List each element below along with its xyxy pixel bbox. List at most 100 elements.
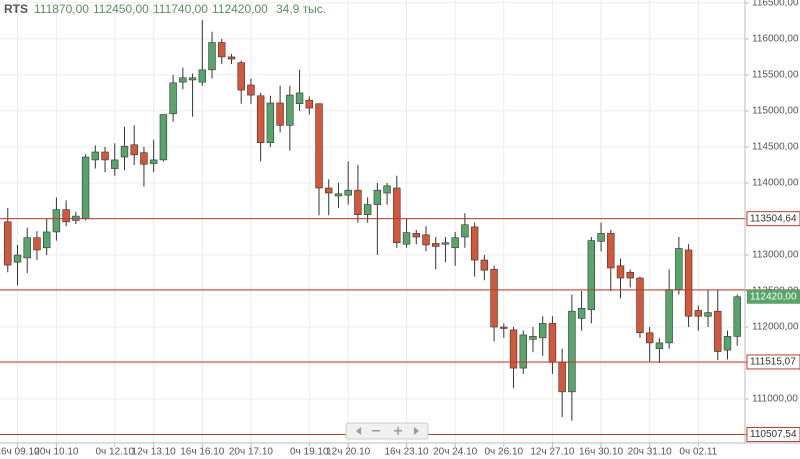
candle-body	[432, 243, 440, 247]
candle-body	[723, 336, 732, 351]
candle-body	[461, 224, 469, 238]
scroll-left[interactable]	[356, 427, 361, 435]
candle-body	[344, 189, 352, 196]
symbol: RTS	[4, 2, 28, 16]
zoom-out[interactable]	[372, 430, 380, 432]
candle-body	[4, 221, 12, 266]
candle-body	[412, 233, 420, 238]
candle-body	[383, 185, 391, 194]
candle-body	[354, 189, 362, 215]
candle-body	[237, 62, 245, 91]
candle-body	[577, 307, 586, 319]
candle-body	[42, 231, 51, 249]
candle-body	[179, 77, 187, 83]
candle-body	[276, 102, 284, 126]
candle-body	[101, 151, 109, 161]
candle-body	[363, 204, 372, 215]
candle-body	[159, 114, 168, 161]
x-tick-label: 0ч 12.10	[95, 447, 134, 458]
y-tick-label: 114500,00	[752, 142, 799, 153]
last-price-box	[747, 289, 800, 304]
candle-body	[538, 323, 547, 339]
high: 112450,00	[93, 2, 149, 16]
candle-body	[500, 326, 508, 329]
x-tick-label: 20ч 17.10	[229, 447, 274, 458]
zoom-in[interactable]	[394, 427, 402, 435]
candle-body	[52, 209, 61, 233]
candle-body	[266, 102, 275, 143]
candle-body	[62, 209, 70, 223]
candle-body	[509, 329, 518, 369]
x-tick-label: 12ч 20.10	[326, 447, 371, 458]
candle-body	[295, 92, 304, 105]
plot	[0, 20, 800, 436]
candle-body	[393, 187, 401, 244]
close: 112420,00	[212, 2, 268, 16]
candle-body	[587, 240, 596, 311]
candle-body	[636, 277, 644, 334]
x-tick-label: 16ч 30.10	[579, 447, 624, 458]
level-label: 111515,07	[750, 357, 796, 368]
candle-body	[733, 296, 741, 337]
candle-body	[140, 152, 148, 165]
candle-body	[13, 254, 22, 263]
candle-body	[519, 334, 527, 369]
volume: 34,9 тыс.	[276, 2, 326, 16]
x-tick-label: 16ч 09.10	[0, 447, 40, 458]
candle-body	[81, 156, 90, 219]
candle-body	[665, 289, 673, 344]
y-tick-label: 115500,00	[752, 70, 799, 81]
candle-body	[305, 99, 313, 109]
candle-body	[529, 336, 537, 340]
candle-body	[218, 42, 226, 58]
candle-body	[208, 42, 216, 71]
candle-body	[616, 265, 625, 279]
x-tick-label: 20ч 31.10	[628, 447, 673, 458]
low: 111740,00	[153, 2, 208, 16]
level-label-box	[746, 427, 800, 443]
candle-body	[256, 95, 265, 143]
level-label-box	[746, 211, 800, 227]
candle-body	[704, 312, 712, 317]
y-tick-label: 116000,00	[752, 34, 799, 45]
candle-body	[684, 249, 693, 317]
y-tick-label: 116500,00	[752, 0, 799, 9]
open: 111870,00	[34, 2, 89, 16]
y-tick-label: 115000,00	[752, 106, 799, 117]
candle-body	[111, 159, 119, 169]
scroll-bar	[345, 422, 429, 440]
candle-body	[422, 234, 430, 246]
candle-body	[441, 242, 450, 245]
candle-body	[558, 362, 566, 393]
candle-body	[645, 332, 654, 344]
candle-body	[480, 259, 489, 271]
candle-body	[23, 237, 31, 259]
x-tick-label: 20ч 10.10	[34, 447, 79, 458]
candle-body	[694, 310, 703, 317]
x-tick-label: 0ч 26.10	[485, 447, 524, 458]
candle-body	[597, 233, 605, 242]
level-label-box	[746, 354, 800, 370]
y-tick-label: 114000,00	[752, 178, 799, 189]
candle-body	[607, 233, 615, 269]
scroll-right[interactable]	[414, 427, 419, 435]
candle-body	[91, 151, 100, 161]
x-tick-label: 16ч 16.10	[180, 447, 225, 458]
candle-body	[247, 84, 255, 96]
candle-body	[325, 187, 333, 194]
candle-body	[675, 248, 683, 290]
candle-body	[490, 269, 498, 328]
candle-body	[286, 94, 294, 126]
candle-body	[120, 145, 129, 158]
candle-body	[315, 103, 323, 189]
x-tick-label: 0ч 02.11	[679, 447, 717, 458]
candle-body	[626, 271, 634, 279]
candle-body	[470, 226, 479, 261]
candle-body	[548, 323, 557, 363]
candle-body	[402, 232, 411, 245]
x-tick-label: 12ч 13.10	[132, 447, 177, 458]
candle-body	[568, 310, 576, 393]
scroll-control	[345, 422, 429, 440]
candle-body	[188, 77, 197, 81]
